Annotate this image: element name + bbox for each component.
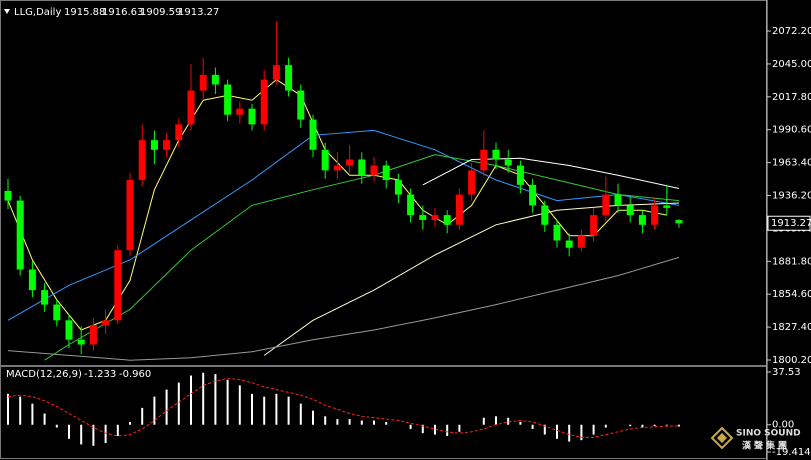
brand: SINO SOUND [736, 429, 801, 439]
y-tick-label: -19.414 [772, 447, 811, 458]
moving-average [44, 154, 680, 361]
candle-body [126, 180, 134, 251]
moving-average [7, 78, 667, 331]
candle-body [102, 320, 110, 326]
y-tick-label: 1827.40 [772, 322, 811, 333]
candle-body [651, 205, 659, 225]
candle-body [248, 108, 256, 125]
candle-body [504, 159, 512, 166]
candle-body [382, 165, 390, 181]
candle-body [602, 194, 610, 216]
candle-body [443, 215, 451, 225]
logo-core [717, 433, 727, 443]
candle-body [28, 269, 36, 291]
candle-body [272, 65, 280, 80]
signal-value: -0.960 [119, 369, 151, 380]
candle-body [590, 215, 598, 236]
y-tick-label: 2017.80 [772, 92, 811, 103]
candle-body [431, 215, 439, 220]
macd-title: MACD(12,26,9) [6, 369, 82, 380]
price-label-box [767, 215, 811, 231]
candle-body [407, 194, 415, 216]
candle-body [577, 235, 585, 248]
candle-body [65, 320, 73, 340]
candle-body [285, 65, 293, 91]
candle-body [638, 215, 646, 225]
y-tick-label: 1800.20 [772, 355, 811, 366]
moving-average [7, 256, 680, 361]
y-tick-label: 0.00 [772, 420, 794, 431]
current-price: 1913.27 [771, 218, 811, 229]
candle-body [16, 200, 24, 270]
y-tick-label: 2072.20 [772, 26, 811, 37]
y-tick-label: 1990.60 [772, 125, 811, 136]
candle-body [516, 165, 524, 185]
candle-body [333, 165, 341, 171]
candle-body [565, 240, 573, 248]
y-tick-label: 1881.80 [772, 256, 811, 267]
logo [710, 426, 734, 450]
candle-body [468, 170, 476, 195]
watermark: SINO SOUND 漢聲集團 [710, 426, 801, 452]
candle-body [4, 190, 12, 201]
candle-body [358, 159, 366, 176]
signal-line [7, 377, 679, 438]
candle-body [138, 140, 146, 181]
y-tick-label: 1963.40 [772, 158, 811, 169]
candle-body [187, 90, 195, 125]
open-value: 1915.88 [64, 7, 105, 18]
candle-body [41, 290, 49, 305]
candle-body [455, 194, 463, 225]
candle-body [211, 74, 219, 85]
y-tick-label: 2045.00 [772, 59, 811, 70]
candle-body [150, 140, 158, 150]
candle-body [224, 84, 232, 115]
candle-body [53, 304, 61, 321]
candle-body [175, 124, 183, 141]
moving-average [422, 157, 680, 189]
candle-body [321, 149, 329, 171]
candle-body [675, 220, 683, 224]
candle-body [163, 140, 171, 150]
candle-body [89, 325, 97, 345]
close-value: 1913.27 [178, 7, 219, 18]
candle-body [553, 224, 561, 241]
low-value: 1909.59 [140, 7, 181, 18]
candle-body [480, 149, 488, 171]
candle-body [419, 215, 427, 220]
y-tick-label: 1854.60 [772, 289, 811, 300]
macd-value: -1.233 [84, 369, 116, 380]
candle-body [297, 90, 305, 120]
y-tick-label: 37.53 [772, 367, 801, 378]
candle-body [309, 119, 317, 150]
candle-body [541, 205, 549, 225]
candle-body [346, 159, 354, 166]
menu-arrow[interactable] [4, 9, 10, 14]
candle-body [492, 149, 500, 160]
brand-chinese: 漢聲集團 [742, 440, 790, 452]
candle-body [260, 79, 268, 125]
macd-frame [0, 366, 767, 459]
candle-body [114, 250, 122, 321]
candle-body [529, 184, 537, 206]
candle-body [614, 194, 622, 206]
moving-average [263, 202, 680, 356]
y-tick-label: 1936.20 [772, 191, 811, 202]
moving-average [7, 129, 680, 321]
candle-body [199, 74, 207, 91]
candle-body [394, 180, 402, 195]
candle-body [663, 205, 671, 208]
candle-body [236, 108, 244, 115]
high-value: 1916.63 [102, 7, 143, 18]
candle-body [626, 205, 634, 216]
candle-body [370, 165, 378, 176]
candle-body [77, 339, 85, 345]
symbol-title: LLG,Daily [14, 7, 61, 18]
